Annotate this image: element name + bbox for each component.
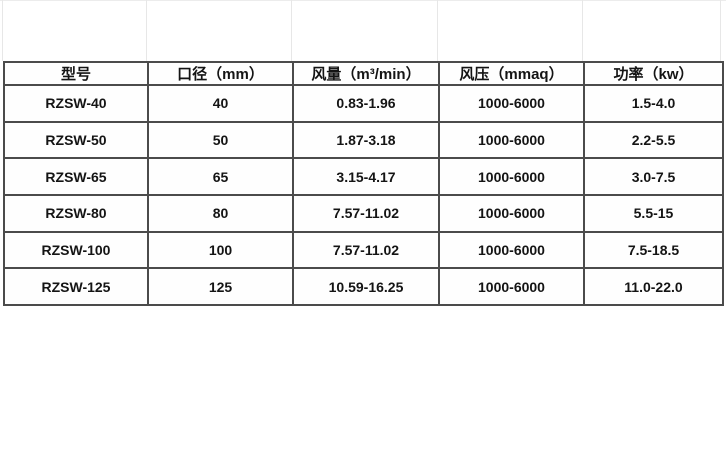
spreadsheet-gridline-horizontal bbox=[0, 0, 726, 1]
cell-air-volume: 0.83-1.96 bbox=[292, 84, 440, 123]
cell-diameter: 65 bbox=[147, 157, 294, 196]
cell-diameter: 40 bbox=[147, 84, 294, 123]
cell-model: RZSW-40 bbox=[3, 84, 149, 123]
cell-air-volume: 7.57-11.02 bbox=[292, 230, 440, 270]
table-row: RZSW-50 50 1.87-3.18 1000-6000 2.2-5.5 bbox=[3, 120, 724, 160]
cell-diameter: 100 bbox=[147, 230, 294, 270]
table-row: RZSW-125 125 10.59-16.25 1000-6000 11.0-… bbox=[3, 267, 724, 306]
table-row: RZSW-100 100 7.57-11.02 1000-6000 7.5-18… bbox=[3, 230, 724, 270]
cell-air-volume: 1.87-3.18 bbox=[292, 120, 440, 160]
cell-diameter: 80 bbox=[147, 193, 294, 233]
spreadsheet-gridline-vertical bbox=[291, 0, 292, 61]
spreadsheet-gridline-vertical bbox=[2, 0, 3, 61]
cell-air-pressure: 1000-6000 bbox=[438, 120, 585, 160]
cell-air-pressure: 1000-6000 bbox=[438, 84, 585, 123]
header-diameter: 口径（mm） bbox=[147, 61, 294, 86]
cell-power: 5.5-15 bbox=[583, 193, 724, 233]
table-row: RZSW-80 80 7.57-11.02 1000-6000 5.5-15 bbox=[3, 193, 724, 233]
cell-air-pressure: 1000-6000 bbox=[438, 193, 585, 233]
spreadsheet-gridline-vertical bbox=[582, 0, 583, 61]
cell-air-volume: 3.15-4.17 bbox=[292, 157, 440, 196]
cell-diameter: 50 bbox=[147, 120, 294, 160]
header-model: 型号 bbox=[3, 61, 149, 86]
spreadsheet-gridline-vertical bbox=[437, 0, 438, 61]
cell-power: 7.5-18.5 bbox=[583, 230, 724, 270]
spec-table-body: RZSW-40 40 0.83-1.96 1000-6000 1.5-4.0 R… bbox=[3, 84, 724, 306]
table-row: RZSW-65 65 3.15-4.17 1000-6000 3.0-7.5 bbox=[3, 157, 724, 196]
cell-model: RZSW-125 bbox=[3, 267, 149, 306]
table-row: RZSW-40 40 0.83-1.96 1000-6000 1.5-4.0 bbox=[3, 84, 724, 123]
cell-power: 2.2-5.5 bbox=[583, 120, 724, 160]
cell-diameter: 125 bbox=[147, 267, 294, 306]
spec-table: 型号 口径（mm） 风量（m³/min） 风压（mmaq） 功率（kw） RZS… bbox=[3, 61, 724, 306]
cell-power: 1.5-4.0 bbox=[583, 84, 724, 123]
spec-table-head: 型号 口径（mm） 风量（m³/min） 风压（mmaq） 功率（kw） bbox=[3, 61, 724, 86]
cell-power: 3.0-7.5 bbox=[583, 157, 724, 196]
cell-air-pressure: 1000-6000 bbox=[438, 230, 585, 270]
header-row: 型号 口径（mm） 风量（m³/min） 风压（mmaq） 功率（kw） bbox=[3, 61, 724, 86]
cell-model: RZSW-80 bbox=[3, 193, 149, 233]
header-air-volume: 风量（m³/min） bbox=[292, 61, 440, 86]
cell-power: 11.0-22.0 bbox=[583, 267, 724, 306]
cell-model: RZSW-65 bbox=[3, 157, 149, 196]
spreadsheet-gridline-vertical bbox=[720, 0, 721, 61]
cell-air-pressure: 1000-6000 bbox=[438, 157, 585, 196]
header-air-pressure: 风压（mmaq） bbox=[438, 61, 585, 86]
cell-air-pressure: 1000-6000 bbox=[438, 267, 585, 306]
cell-model: RZSW-50 bbox=[3, 120, 149, 160]
cell-air-volume: 10.59-16.25 bbox=[292, 267, 440, 306]
spreadsheet-gridline-vertical bbox=[146, 0, 147, 61]
cell-air-volume: 7.57-11.02 bbox=[292, 193, 440, 233]
cell-model: RZSW-100 bbox=[3, 230, 149, 270]
header-power: 功率（kw） bbox=[583, 61, 724, 86]
